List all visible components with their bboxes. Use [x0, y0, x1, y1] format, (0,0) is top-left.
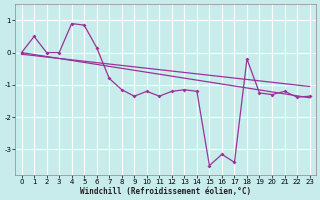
X-axis label: Windchill (Refroidissement éolien,°C): Windchill (Refroidissement éolien,°C): [80, 187, 251, 196]
